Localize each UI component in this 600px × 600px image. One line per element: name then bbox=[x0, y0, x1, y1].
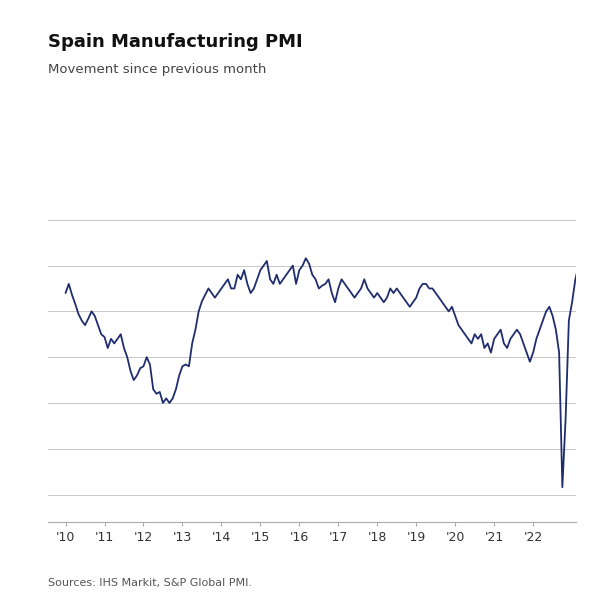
Text: Sources: IHS Markit, S&P Global PMI.: Sources: IHS Markit, S&P Global PMI. bbox=[48, 578, 252, 588]
Text: Movement since previous month: Movement since previous month bbox=[48, 63, 266, 76]
Text: Spain Manufacturing PMI: Spain Manufacturing PMI bbox=[48, 33, 302, 51]
